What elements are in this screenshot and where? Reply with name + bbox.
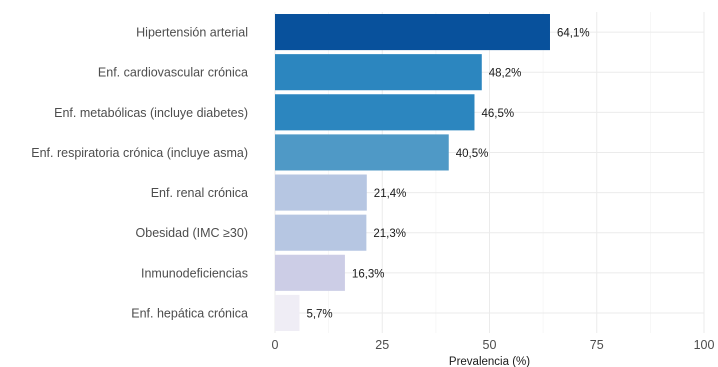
bar	[275, 254, 345, 291]
bar	[275, 94, 475, 131]
x-axis-ticks: 0 25 50 75 100	[272, 338, 715, 352]
value-label: 16,3%	[352, 268, 385, 280]
bar	[275, 134, 449, 171]
x-tick-label: 50	[483, 338, 497, 352]
value-label: 46,5%	[481, 108, 514, 120]
category-label: Enf. cardiovascular crónica	[98, 66, 248, 80]
bar	[275, 294, 300, 331]
value-label: 21,4%	[374, 188, 407, 200]
x-tick-label: 0	[272, 338, 279, 352]
value-labels: 64,1% 48,2% 46,5% 40,5% 21,4% 21,3% 16,3% 5,7%	[306, 28, 589, 321]
bar	[275, 214, 367, 251]
category-labels: Hipertensión arterial Enf. cardiovascular…	[31, 26, 248, 321]
value-label: 21,3%	[373, 228, 406, 240]
category-label: Inmunodeficiencias	[141, 266, 248, 280]
bars-group	[275, 14, 550, 331]
category-label: Enf. respiratoria crónica (incluye asma)	[31, 146, 248, 160]
value-label: 64,1%	[557, 28, 590, 40]
value-label: 48,2%	[489, 68, 522, 80]
category-label: Hipertensión arterial	[136, 26, 248, 40]
value-label: 5,7%	[306, 308, 332, 320]
category-label: Enf. metabólicas (incluye diabetes)	[54, 106, 248, 120]
x-axis-title: Prevalencia (%)	[449, 356, 530, 367]
category-label: Enf. renal crónica	[151, 186, 248, 200]
category-label: Enf. hepática crónica	[131, 306, 248, 320]
x-tick-label: 25	[375, 338, 389, 352]
x-tick-label: 100	[694, 338, 715, 352]
bar	[275, 174, 367, 211]
bar	[275, 54, 482, 91]
category-label: Obesidad (IMC ≥30)	[136, 226, 248, 240]
value-label: 40,5%	[456, 148, 489, 160]
bar	[275, 14, 550, 51]
x-tick-label: 75	[590, 338, 604, 352]
